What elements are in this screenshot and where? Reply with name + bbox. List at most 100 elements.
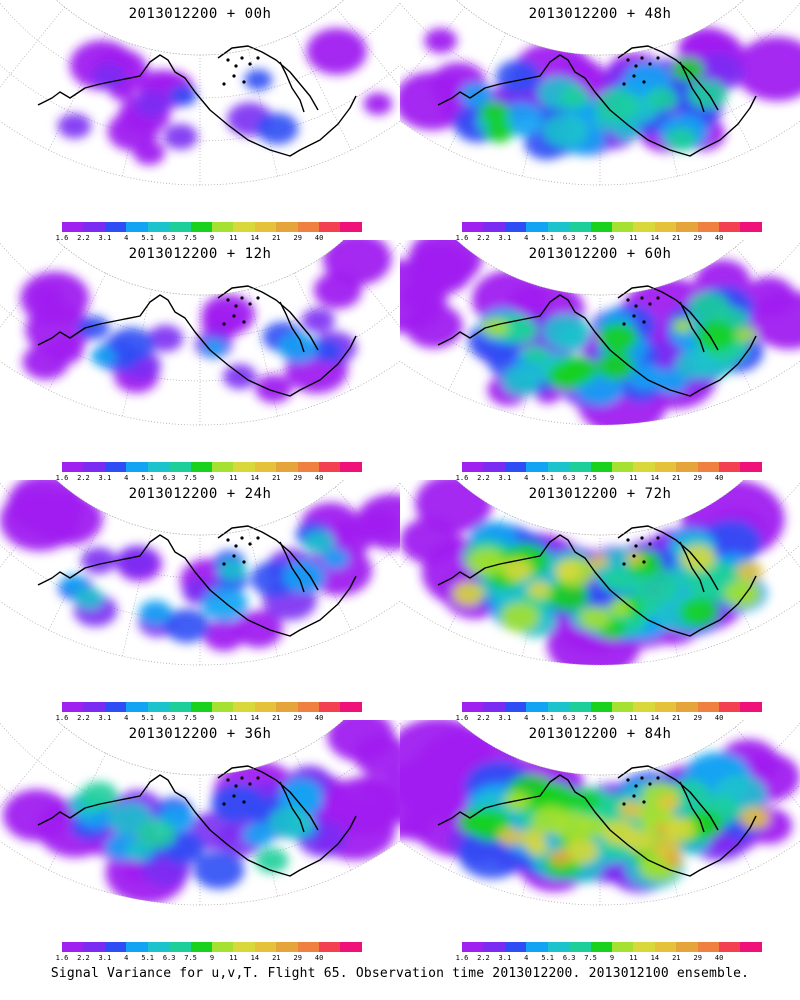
colorbar-swatch: [547, 222, 570, 232]
colorbar-tick-label: 4: [124, 954, 129, 962]
colorbar-swatch: [569, 942, 591, 952]
colorbar-swatch: [147, 942, 170, 952]
colorbar-swatch: [83, 462, 105, 472]
colorbar-tick-label: 40: [714, 234, 724, 242]
colorbar-swatch: [340, 702, 362, 712]
colorbar-tick-label: 7.5: [184, 474, 197, 482]
colorbar-tick-label: 3.1: [498, 714, 512, 722]
colorbar-tick-label: 2.2: [477, 474, 490, 482]
colorbar-tick-label: 3.1: [98, 954, 112, 962]
island-markers: [622, 296, 660, 326]
map-panel-36h: 2013012200 + 36h 1.6 2.2 3.1 4 5.1 6.3 7.5 9 11 14…: [0, 720, 400, 962]
colorbar-swatch: [462, 942, 484, 952]
colorbar-tick-label: 40: [314, 234, 324, 242]
colorbar-tick-label: 3.1: [98, 474, 112, 482]
colorbar-tick-label: 7.5: [584, 474, 597, 482]
colorbar-tick-label: 7.5: [184, 954, 197, 962]
map-panel-12h: 2013012200 + 12h 1.6 2.2 3.1 4 5.1 6.3 7.5 9 11 14…: [0, 240, 400, 482]
colorbar-swatch: [676, 942, 698, 952]
colorbar-tick-label: 5.1: [541, 474, 555, 482]
colorbar-tick-label: 2.2: [77, 954, 90, 962]
colorbar-tick-label: 9: [609, 234, 615, 242]
colorbar-swatch: [276, 222, 298, 232]
colorbar-tick-label: 11: [629, 714, 638, 722]
coastline: [37, 285, 357, 397]
colorbar-swatch: [483, 222, 505, 232]
variance-map: [0, 480, 400, 666]
colorbar-swatch: [547, 702, 570, 712]
colorbar-tick-label: 14: [650, 474, 660, 482]
map-panel-00h: 2013012200 + 00h 1.6 2.2 3.1 4 5.1 6.3 7.5 9 11 14…: [0, 0, 400, 242]
colorbar-tick-label: 4: [524, 234, 529, 242]
colorbar-tick-label: 6.3: [162, 234, 176, 242]
colorbar-swatch: [611, 702, 634, 712]
colorbar-tick-label: 11: [229, 234, 238, 242]
colorbar-labels: 1.6 2.2 3.1 4 5.1 6.3 7.5 9 11 14 21 29 40: [56, 714, 362, 724]
colorbar-tick-label: 9: [209, 474, 215, 482]
colorbar-tick-label: 1.6: [55, 474, 69, 482]
colorbar-swatch: [297, 222, 320, 232]
colorbar-swatch: [504, 942, 527, 952]
colorbar-tick-label: 3.1: [498, 474, 512, 482]
coastline: [37, 525, 357, 637]
colorbar-labels: 1.6 2.2 3.1 4 5.1 6.3 7.5 9 11 14 21 29 40: [56, 474, 362, 484]
colorbar-swatch: [169, 942, 191, 952]
colorbar-swatch: [654, 702, 677, 712]
variance-field: [400, 480, 785, 666]
colorbar-tick-label: 6.3: [162, 714, 176, 722]
colorbar-tick-label: 40: [714, 954, 724, 962]
colorbar-tick-label: 6.3: [562, 714, 576, 722]
colorbar: [62, 462, 362, 472]
colorbar-tick-label: 40: [714, 474, 724, 482]
colorbar-swatch: [126, 222, 148, 232]
variance-field: [400, 27, 800, 160]
colorbar-swatch: [569, 702, 591, 712]
colorbar-swatch: [590, 942, 612, 952]
colorbar-swatch: [676, 462, 698, 472]
colorbar-swatch: [462, 222, 484, 232]
colorbar-swatch: [569, 222, 591, 232]
map-panel-84h: 2013012200 + 84h 1.6 2.2 3.1 4 5.1 6.3 7.5 9 11 14…: [400, 720, 800, 962]
figure-caption: Signal Variance for u,v,T. Flight 65. Ob…: [50, 966, 750, 981]
colorbar-swatch: [276, 942, 298, 952]
colorbar-tick-label: 4: [124, 714, 129, 722]
colorbar-swatch: [233, 702, 255, 712]
island-markers: [622, 776, 660, 806]
coastline: [437, 285, 757, 397]
variance-map: [400, 720, 800, 906]
colorbar-tick-label: 21: [672, 474, 681, 482]
colorbar-tick-label: 5.1: [541, 954, 555, 962]
colorbar-swatch: [462, 702, 484, 712]
colorbar-swatch: [740, 462, 762, 472]
colorbar-swatch: [590, 222, 612, 232]
colorbar-tick-label: 1.6: [455, 234, 469, 242]
colorbar-swatch: [211, 222, 234, 232]
colorbar-swatch: [697, 222, 720, 232]
colorbar-swatch: [83, 942, 105, 952]
colorbar: [462, 222, 762, 232]
colorbar-swatch: [276, 702, 298, 712]
variance-map: [400, 240, 800, 426]
island-markers: [622, 536, 660, 566]
colorbar-swatch: [83, 702, 105, 712]
colorbar-swatch: [104, 462, 127, 472]
coastline: [437, 765, 757, 877]
colorbar-swatch: [633, 702, 655, 712]
colorbar-tick-label: 5.1: [541, 714, 555, 722]
colorbar-tick-label: 14: [250, 234, 260, 242]
colorbar-swatch: [233, 942, 255, 952]
colorbar-tick-label: 4: [524, 954, 529, 962]
colorbar-tick-label: 29: [693, 714, 702, 722]
colorbar-tick-label: 29: [693, 234, 702, 242]
colorbar-swatch: [633, 222, 655, 232]
map-panel-24h: 2013012200 + 24h 1.6 2.2 3.1 4 5.1 6.3 7.5 9 11 14…: [0, 480, 400, 722]
colorbar-tick-label: 9: [609, 474, 615, 482]
colorbar-tick-label: 5.1: [141, 954, 155, 962]
colorbar-tick-label: 1.6: [55, 234, 69, 242]
colorbar-swatch: [611, 462, 634, 472]
colorbar-swatch: [83, 222, 105, 232]
colorbar-swatch: [126, 942, 148, 952]
colorbar-swatch: [719, 702, 741, 712]
colorbar-tick-label: 5.1: [141, 234, 155, 242]
colorbar-tick-label: 29: [293, 234, 302, 242]
